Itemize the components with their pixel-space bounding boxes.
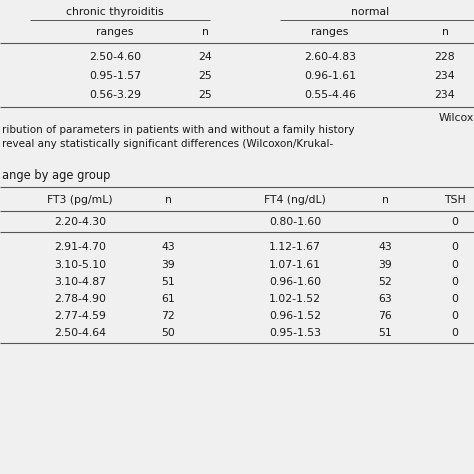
Text: 1.07-1.61: 1.07-1.61	[269, 260, 321, 270]
Text: n: n	[382, 195, 388, 205]
Text: 2.50-4.64: 2.50-4.64	[54, 328, 106, 338]
Text: TSH: TSH	[444, 195, 466, 205]
Text: 0: 0	[452, 260, 458, 270]
Text: 0.80-1.60: 0.80-1.60	[269, 217, 321, 227]
Text: 0.96-1.61: 0.96-1.61	[304, 71, 356, 81]
Text: 1.12-1.67: 1.12-1.67	[269, 242, 321, 252]
Text: 0.96-1.52: 0.96-1.52	[269, 311, 321, 321]
Text: chronic thyroiditis: chronic thyroiditis	[66, 7, 164, 17]
Text: 24: 24	[198, 52, 212, 62]
Text: n: n	[442, 27, 448, 37]
Text: 51: 51	[378, 328, 392, 338]
Text: FT3 (pg/mL): FT3 (pg/mL)	[47, 195, 113, 205]
Text: 52: 52	[378, 277, 392, 287]
Text: 61: 61	[161, 294, 175, 304]
Text: 3.10-4.87: 3.10-4.87	[54, 277, 106, 287]
Text: 2.78-4.90: 2.78-4.90	[54, 294, 106, 304]
Text: 25: 25	[198, 71, 212, 81]
Text: ribution of parameters in patients with and without a family history: ribution of parameters in patients with …	[2, 125, 355, 135]
Text: 2.91-4.70: 2.91-4.70	[54, 242, 106, 252]
Text: FT4 (ng/dL): FT4 (ng/dL)	[264, 195, 326, 205]
Text: ranges: ranges	[311, 27, 349, 37]
Text: 2.60-4.83: 2.60-4.83	[304, 52, 356, 62]
Text: n: n	[201, 27, 209, 37]
Text: Wilcox: Wilcox	[439, 113, 474, 123]
Text: 2.20-4.30: 2.20-4.30	[54, 217, 106, 227]
Text: 39: 39	[378, 260, 392, 270]
Text: 43: 43	[378, 242, 392, 252]
Text: 0: 0	[452, 328, 458, 338]
Text: 43: 43	[161, 242, 175, 252]
Text: ange by age group: ange by age group	[2, 168, 110, 182]
Text: 39: 39	[161, 260, 175, 270]
Text: normal: normal	[351, 7, 389, 17]
Text: 76: 76	[378, 311, 392, 321]
Text: 0.56-3.29: 0.56-3.29	[89, 90, 141, 100]
Text: 0: 0	[452, 277, 458, 287]
Text: 25: 25	[198, 90, 212, 100]
Text: 1.02-1.52: 1.02-1.52	[269, 294, 321, 304]
Text: 2.77-4.59: 2.77-4.59	[54, 311, 106, 321]
Text: n: n	[164, 195, 172, 205]
Text: ranges: ranges	[96, 27, 134, 37]
Text: 234: 234	[435, 90, 456, 100]
Text: 0.95-1.57: 0.95-1.57	[89, 71, 141, 81]
Text: 0.96-1.60: 0.96-1.60	[269, 277, 321, 287]
Text: 50: 50	[161, 328, 175, 338]
Text: 63: 63	[378, 294, 392, 304]
Text: 0: 0	[452, 311, 458, 321]
Text: 51: 51	[161, 277, 175, 287]
Text: 3.10-5.10: 3.10-5.10	[54, 260, 106, 270]
Text: reveal any statistically significant differences (Wilcoxon/Krukal-: reveal any statistically significant dif…	[2, 139, 333, 149]
Text: 0: 0	[452, 242, 458, 252]
Text: 0: 0	[452, 294, 458, 304]
Text: 0.55-4.46: 0.55-4.46	[304, 90, 356, 100]
Text: 2.50-4.60: 2.50-4.60	[89, 52, 141, 62]
Text: 72: 72	[161, 311, 175, 321]
Text: 0: 0	[452, 217, 458, 227]
Text: 228: 228	[435, 52, 456, 62]
Text: 234: 234	[435, 71, 456, 81]
Text: 0.95-1.53: 0.95-1.53	[269, 328, 321, 338]
